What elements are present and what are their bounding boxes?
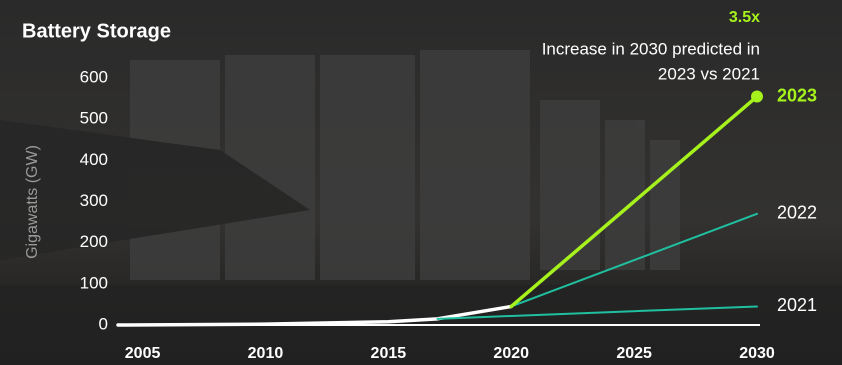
y-tick-label: 400 xyxy=(80,150,108,169)
annotation-text: 2023 vs 2021 xyxy=(658,64,760,83)
y-tick-label: 0 xyxy=(99,314,108,333)
x-tick-label: 2015 xyxy=(371,345,407,362)
annotation-value: 3.5x xyxy=(729,9,760,26)
y-tick-label: 300 xyxy=(80,191,108,210)
y-axis-label: Gigawatts (GW) xyxy=(24,145,41,259)
y-tick-label: 600 xyxy=(80,67,108,86)
x-tick-label: 2010 xyxy=(248,345,284,362)
series-line xyxy=(510,212,758,308)
x-tick-label: 2025 xyxy=(616,345,652,362)
chart-title: Battery Storage xyxy=(22,20,171,42)
x-tick-label: 2030 xyxy=(739,345,775,362)
series-label: 2022 xyxy=(777,203,817,223)
y-tick-label: 200 xyxy=(80,232,108,251)
series-line xyxy=(116,304,513,327)
x-tick-label: 2020 xyxy=(493,345,529,362)
x-tick-label: 2005 xyxy=(125,345,161,362)
end-point xyxy=(751,90,763,103)
series-label: 2021 xyxy=(777,295,817,315)
annotation-text: Increase in 2030 predicted in xyxy=(542,39,760,58)
series-label: 2023 xyxy=(777,85,817,105)
y-tick-label: 100 xyxy=(80,273,108,292)
series-line xyxy=(436,305,758,320)
y-tick-label: 500 xyxy=(80,109,108,128)
series-line xyxy=(509,94,759,309)
